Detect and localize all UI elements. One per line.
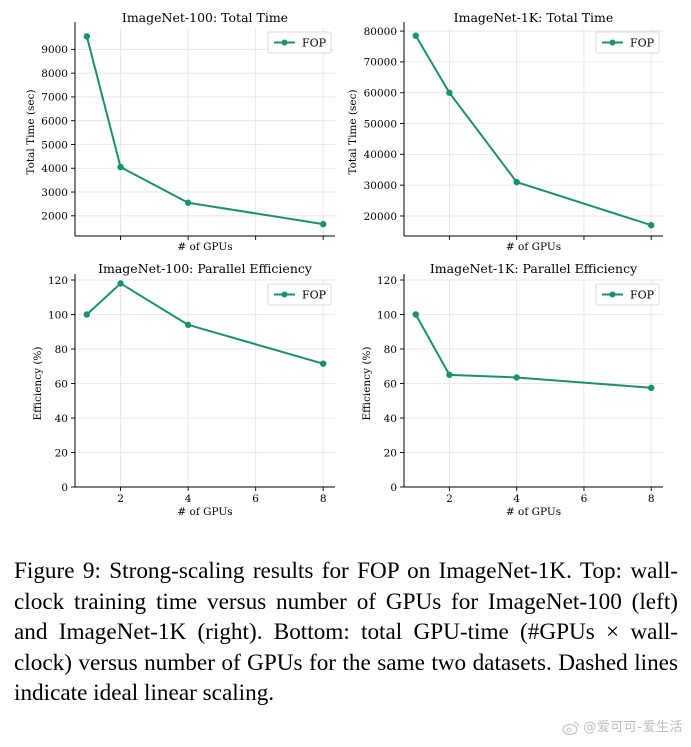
y-axis-label: Total Time (sec) bbox=[25, 89, 37, 174]
y-tick-label: 20 bbox=[384, 447, 397, 459]
y-tick-label: 40 bbox=[384, 413, 397, 425]
x-tick-label: 2 bbox=[446, 493, 453, 505]
chart-panel-3: 0 20 40 60 80 100 120 2 4 6 8 ImageNet-100: Paralle… bbox=[32, 261, 335, 518]
y-tick-label: 2000 bbox=[41, 211, 68, 223]
data-point bbox=[412, 32, 419, 39]
x-tick-label: 4 bbox=[513, 493, 520, 505]
figure-panels: 20003000400050006000700080009000ImageNet… bbox=[25, 10, 663, 518]
data-point bbox=[446, 371, 453, 379]
x-axis-label: # of GPUs bbox=[177, 241, 232, 253]
y-tick-label: 60000 bbox=[364, 88, 397, 100]
data-point bbox=[83, 33, 91, 40]
y-tick-label: 120 bbox=[377, 275, 397, 287]
data-point bbox=[117, 163, 124, 171]
data-point bbox=[319, 220, 327, 228]
y-tick-label: 100 bbox=[377, 309, 397, 321]
watermark-text: @爱可可-爱生活 bbox=[583, 720, 683, 735]
legend-label: FOP bbox=[302, 289, 327, 302]
y-tick-label: 7000 bbox=[41, 92, 68, 104]
y-axis-label: Efficiency (%) bbox=[361, 346, 373, 420]
legend-marker bbox=[281, 39, 288, 46]
y-tick-label: 6000 bbox=[41, 116, 68, 128]
legend: FOP bbox=[267, 31, 332, 54]
chart-title: ImageNet-100: Parallel Efficiency bbox=[98, 261, 313, 276]
y-tick-label: 0 bbox=[61, 482, 68, 494]
data-point bbox=[513, 374, 520, 381]
series-line-fop bbox=[86, 282, 324, 365]
y-tick-label: 80 bbox=[55, 344, 68, 356]
data-point bbox=[513, 178, 520, 186]
y-tick-label: 100 bbox=[48, 309, 68, 321]
data-point bbox=[648, 222, 655, 229]
data-point bbox=[83, 311, 91, 318]
legend: FOP bbox=[267, 283, 332, 306]
x-axis-label: # of GPUs bbox=[506, 506, 561, 518]
y-tick-label: 70000 bbox=[364, 57, 397, 69]
legend-box bbox=[595, 31, 660, 54]
x-tick-label: 8 bbox=[648, 493, 655, 505]
chart-title: ImageNet-1K: Total Time bbox=[454, 10, 614, 25]
weibo-icon bbox=[562, 721, 580, 735]
y-tick-label: 80 bbox=[384, 344, 397, 356]
legend-box bbox=[595, 283, 660, 306]
legend-label: FOP bbox=[302, 37, 327, 50]
x-tick-label: 6 bbox=[581, 493, 588, 505]
y-axis-label: Total Time (sec) bbox=[347, 89, 359, 174]
legend-marker bbox=[609, 291, 616, 298]
y-tick-label: 20000 bbox=[364, 211, 397, 223]
y-tick-label: 20 bbox=[55, 447, 68, 459]
chart-panel-4: 0 20 40 60 80 100 120 2 4 6 8 ImageNet-1K: Parallel… bbox=[361, 261, 663, 518]
y-tick-label: 3000 bbox=[41, 187, 68, 199]
legend: FOP bbox=[595, 283, 660, 306]
chart-panel-1: 2000 3000 4000 5000 6000 7000 8000 9000 ImageNet… bbox=[25, 10, 335, 253]
y-tick-label: 0 bbox=[390, 482, 397, 494]
legend-box bbox=[267, 283, 332, 306]
y-tick-label: 50000 bbox=[364, 118, 397, 130]
series-line-fop bbox=[414, 35, 652, 227]
legend: FOP bbox=[595, 31, 660, 54]
x-tick-label: 4 bbox=[185, 493, 192, 505]
data-point bbox=[319, 360, 327, 367]
x-tick-label: 8 bbox=[320, 493, 327, 505]
y-tick-label: 40 bbox=[55, 413, 68, 425]
chart-title: ImageNet-100: Total Time bbox=[122, 10, 288, 25]
figure-caption: Figure 9: Strong-scaling results for FOP… bbox=[14, 558, 678, 706]
y-tick-label: 80000 bbox=[364, 26, 397, 38]
data-point bbox=[184, 321, 192, 329]
x-axis-label: # of GPUs bbox=[177, 506, 232, 518]
legend-label: FOP bbox=[630, 37, 655, 50]
data-point bbox=[648, 384, 655, 392]
y-tick-label: 8000 bbox=[41, 68, 68, 80]
data-point bbox=[446, 89, 453, 96]
y-tick-label: 120 bbox=[48, 275, 68, 287]
data-point bbox=[117, 280, 124, 287]
legend-box bbox=[267, 31, 332, 54]
legend-label: FOP bbox=[630, 289, 655, 302]
y-tick-label: 4000 bbox=[41, 163, 68, 175]
y-tick-label: 30000 bbox=[364, 180, 397, 192]
series-line-fop bbox=[85, 36, 324, 226]
x-tick-label: 6 bbox=[252, 493, 259, 505]
legend-marker bbox=[281, 291, 288, 298]
y-tick-label: 9000 bbox=[41, 44, 68, 56]
y-axis-label: Efficiency (%) bbox=[32, 346, 44, 420]
x-tick-label: 2 bbox=[117, 493, 124, 505]
legend-marker bbox=[609, 39, 616, 46]
y-tick-label: 5000 bbox=[41, 139, 68, 151]
x-axis-label: # of GPUs bbox=[506, 241, 561, 253]
y-tick-label: 60 bbox=[55, 378, 68, 390]
data-point bbox=[412, 311, 419, 318]
chart-panel-2: 20000 30000 40000 50000 60000 70000 80000 Image… bbox=[347, 10, 663, 253]
watermark: @爱可可-爱生活 bbox=[562, 716, 683, 735]
y-tick-label: 60 bbox=[384, 378, 397, 390]
series-line-fop bbox=[414, 314, 652, 389]
chart-title: ImageNet-1K: Parallel Efficiency bbox=[430, 261, 638, 276]
data-point bbox=[184, 199, 192, 206]
y-tick-label: 40000 bbox=[364, 149, 397, 161]
